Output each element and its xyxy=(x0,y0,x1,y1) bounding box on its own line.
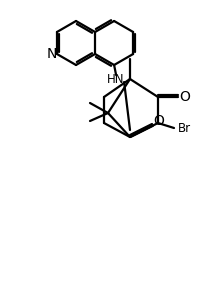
Text: N: N xyxy=(47,47,57,61)
Text: HN: HN xyxy=(107,72,125,86)
Text: O: O xyxy=(180,90,190,104)
Text: Br: Br xyxy=(177,122,191,134)
Text: O: O xyxy=(154,114,164,128)
